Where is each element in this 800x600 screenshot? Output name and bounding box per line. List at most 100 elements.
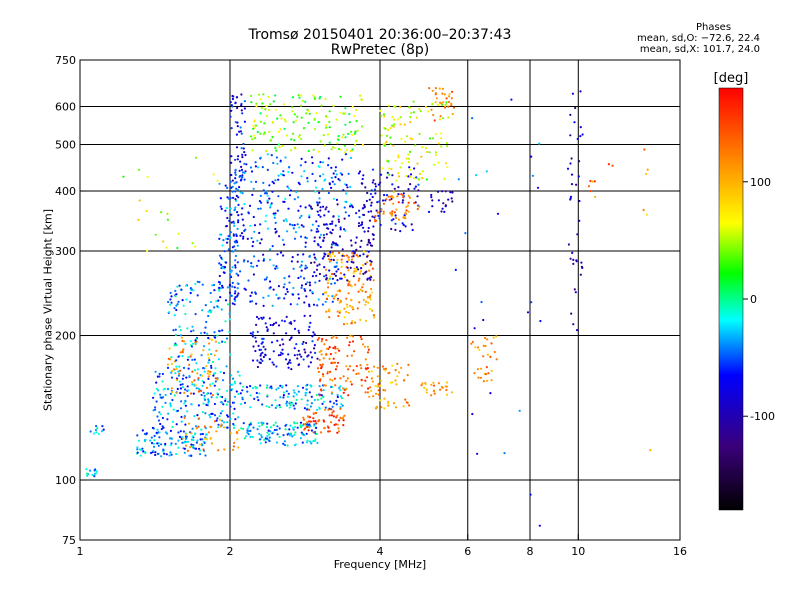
data-point [193,358,196,361]
data-point [572,258,575,261]
data-point [350,322,353,325]
data-point [192,329,195,332]
data-point [93,475,96,478]
data-point [445,97,448,100]
data-point [382,113,385,116]
data-point [297,181,300,184]
data-point [418,172,422,175]
data-point [431,205,434,208]
data-point [288,338,291,341]
data-point [345,183,348,187]
data-point [338,387,341,390]
data-point [319,388,323,391]
data-point [271,135,274,139]
data-point [329,378,332,381]
data-point [300,355,303,358]
data-point [190,345,194,348]
data-point [397,172,400,175]
data-point [255,105,258,108]
data-point [266,422,269,425]
data-point [226,216,229,220]
data-point [172,408,175,411]
data-point [327,286,330,289]
data-point [334,345,337,348]
data-point [328,110,331,113]
data-point [357,255,360,258]
data-point [220,256,223,259]
data-point [470,342,473,345]
data-point [184,444,188,447]
data-point [316,204,319,207]
data-point [240,427,243,430]
data-point [320,394,323,397]
data-point [336,279,339,282]
data-point [185,298,188,301]
data-point [254,292,257,295]
data-point [195,441,198,444]
data-point [344,123,347,126]
data-point [210,353,213,356]
data-point [208,342,211,345]
data-point [379,181,382,184]
data-point [240,147,243,150]
data-point [321,187,324,191]
data-point [238,175,241,178]
x-tick-label: 8 [527,545,534,558]
data-point [363,206,366,209]
data-point [575,329,579,332]
data-point [165,453,168,456]
data-point [279,159,282,162]
data-point [207,314,210,318]
data-point [282,396,285,399]
data-point [326,282,329,285]
data-point [195,362,198,365]
data-point [268,280,272,283]
data-point [357,279,360,282]
data-point [437,142,440,145]
data-point [396,195,399,198]
data-point [278,235,281,238]
data-point [297,276,300,280]
data-point [234,290,237,293]
data-point [236,282,239,285]
data-point [353,270,356,273]
data-point [231,97,234,101]
data-point [190,330,193,333]
data-point [325,124,328,127]
data-point [335,173,338,176]
data-point [259,132,262,135]
data-point [236,106,239,110]
data-point [305,237,308,240]
data-point [389,136,392,139]
data-point [174,289,177,292]
data-point [295,343,298,346]
data-point [579,90,582,93]
data-point [188,300,192,303]
data-point [242,385,245,388]
data-point [207,370,210,373]
data-point [236,261,239,264]
data-point [304,245,307,248]
data-point [394,406,398,409]
data-point [275,265,278,268]
data-point [155,387,158,390]
data-point [344,107,347,110]
data-point [234,206,237,209]
data-point [218,289,221,292]
data-point [352,307,355,310]
data-point [387,402,390,405]
data-point [239,392,242,395]
data-point [257,399,260,402]
data-point [178,435,182,438]
data-point [262,253,265,256]
data-point [302,418,306,421]
data-point [328,310,331,313]
data-point [536,186,540,189]
data-point [307,365,310,368]
data-point [331,295,334,298]
data-point [225,337,229,340]
data-point [317,213,320,217]
data-point [194,313,197,316]
data-point [325,297,328,300]
data-point [575,183,578,186]
